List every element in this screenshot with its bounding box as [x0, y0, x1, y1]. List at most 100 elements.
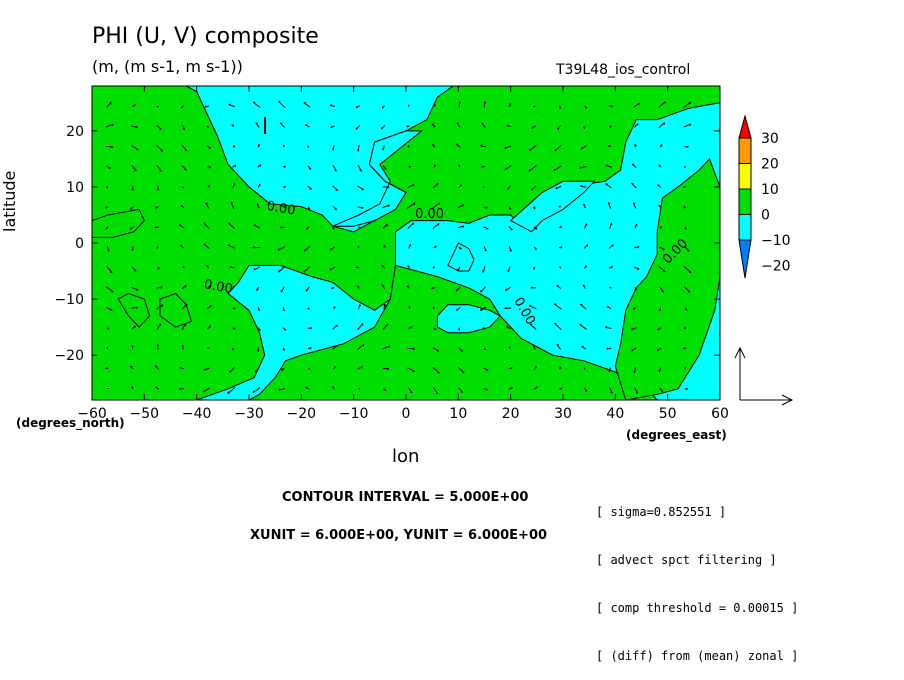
wind-vector-head [662, 291, 664, 292]
wind-vector-head [186, 285, 187, 287]
wind-vector-head [658, 328, 659, 330]
colorbar-top-arrow [739, 116, 751, 138]
wind-vector-head [211, 305, 212, 307]
x-tick-label: 40 [606, 406, 624, 422]
wind-vector-head [235, 165, 236, 167]
x-tick-label: 30 [554, 406, 572, 422]
wind-vector-head [532, 127, 533, 129]
colorbar-segment [739, 189, 751, 215]
wind-vector-head [185, 150, 187, 151]
wind-vector-head [508, 270, 509, 272]
wind-vector-head [160, 171, 162, 172]
x-tick-label: 0 [402, 406, 411, 422]
wind-vector-head [256, 123, 258, 124]
x-tick-label: −30 [234, 406, 264, 422]
wind-vector-head [110, 272, 112, 273]
x-tick-label: −40 [182, 406, 212, 422]
wind-vector-head [555, 149, 556, 151]
colorbar-label: −20 [761, 259, 791, 275]
wind-vector-head [482, 123, 484, 124]
x-tick-label: 50 [659, 406, 677, 422]
wind-vector [358, 145, 359, 151]
reference-vector [735, 348, 792, 405]
wind-vector-head [337, 325, 338, 327]
wind-vector-head [665, 101, 666, 103]
wind-vector-head [410, 244, 411, 246]
wind-vector-head [410, 392, 412, 393]
y-tick-label: 20 [66, 124, 84, 140]
colorbar-segment [739, 138, 751, 164]
x-tick-label: −10 [339, 406, 369, 422]
wind-vector-head [414, 203, 415, 205]
wind-vector-head [134, 105, 135, 107]
wind-vector-head [283, 350, 285, 351]
y-tick-label: 0 [75, 236, 84, 252]
wind-vector-head [658, 349, 659, 351]
wind-vector-head [529, 169, 530, 171]
low-marker: l [262, 115, 268, 140]
wind-vector-head [306, 387, 308, 388]
colorbar-bottom-arrow [739, 240, 751, 278]
wind-vector-head [387, 224, 388, 226]
wind-vector-head [382, 285, 384, 286]
wind-vector-head [483, 187, 485, 188]
wind-vector-head [234, 183, 235, 185]
wind-vector-head [606, 165, 608, 166]
wind-vector-head [585, 391, 587, 392]
wind-vector-head [233, 286, 234, 288]
wind-vector-head [530, 149, 531, 151]
wind-vector-head [253, 391, 254, 393]
x-tick-label: −50 [130, 406, 160, 422]
wind-vector-head [305, 125, 307, 126]
wind-vector-head [308, 309, 310, 310]
colorbar-segment [739, 215, 751, 241]
wind-vector-head [635, 289, 637, 290]
colorbar-label: 0 [761, 208, 770, 224]
colorbar-label: 20 [761, 157, 779, 173]
contour-label: 0.00 [415, 207, 444, 222]
wind-vector-head [534, 267, 535, 269]
wind-vector-head [228, 245, 230, 246]
wind-vector-head [664, 123, 665, 125]
wind-vector-head [486, 370, 488, 371]
wind-vector-head [584, 367, 585, 369]
wind-vector-head [612, 223, 613, 225]
y-tick-label: −10 [54, 292, 84, 308]
wind-vector-head [632, 349, 633, 351]
wind-vector-head [408, 266, 410, 267]
contour-fill-layer [92, 86, 720, 400]
wind-vector-head [228, 392, 229, 394]
colorbar-label: 10 [761, 182, 779, 198]
wind-vector-head [637, 269, 639, 270]
wind-vector-head [229, 104, 231, 105]
wind-vector-head [337, 345, 338, 347]
wind-vector-head [304, 249, 305, 251]
colorbar-segment [739, 164, 751, 190]
wind-vector-head [458, 269, 459, 271]
x-tick-label: −20 [287, 406, 317, 422]
x-tick-label: 10 [449, 406, 467, 422]
wind-vector-head [363, 344, 364, 346]
wind-vector-head [613, 245, 614, 247]
wind-vector-head [209, 185, 210, 187]
wind-vector-head [486, 229, 488, 230]
wind-vector-head [506, 289, 507, 291]
x-tick-label: 60 [711, 406, 729, 422]
wind-vector-head [634, 307, 635, 309]
wind-vector-head [134, 170, 136, 171]
y-tick-label: −20 [54, 348, 84, 364]
wind-vector-head [436, 393, 438, 394]
wind-vector-head [359, 388, 360, 390]
wind-vector-head [158, 268, 160, 269]
wind-vector-head [234, 145, 235, 147]
wind-vector-head [533, 106, 535, 107]
wind-vector-head [162, 305, 163, 307]
wind-vector-head [537, 387, 538, 389]
colorbar-label: −10 [761, 233, 791, 249]
x-tick-label: 20 [502, 406, 520, 422]
wind-vector-head [308, 146, 309, 148]
y-tick-label: 10 [66, 180, 84, 196]
wind-vector-head [331, 248, 332, 250]
wind-vector-head [557, 345, 559, 346]
